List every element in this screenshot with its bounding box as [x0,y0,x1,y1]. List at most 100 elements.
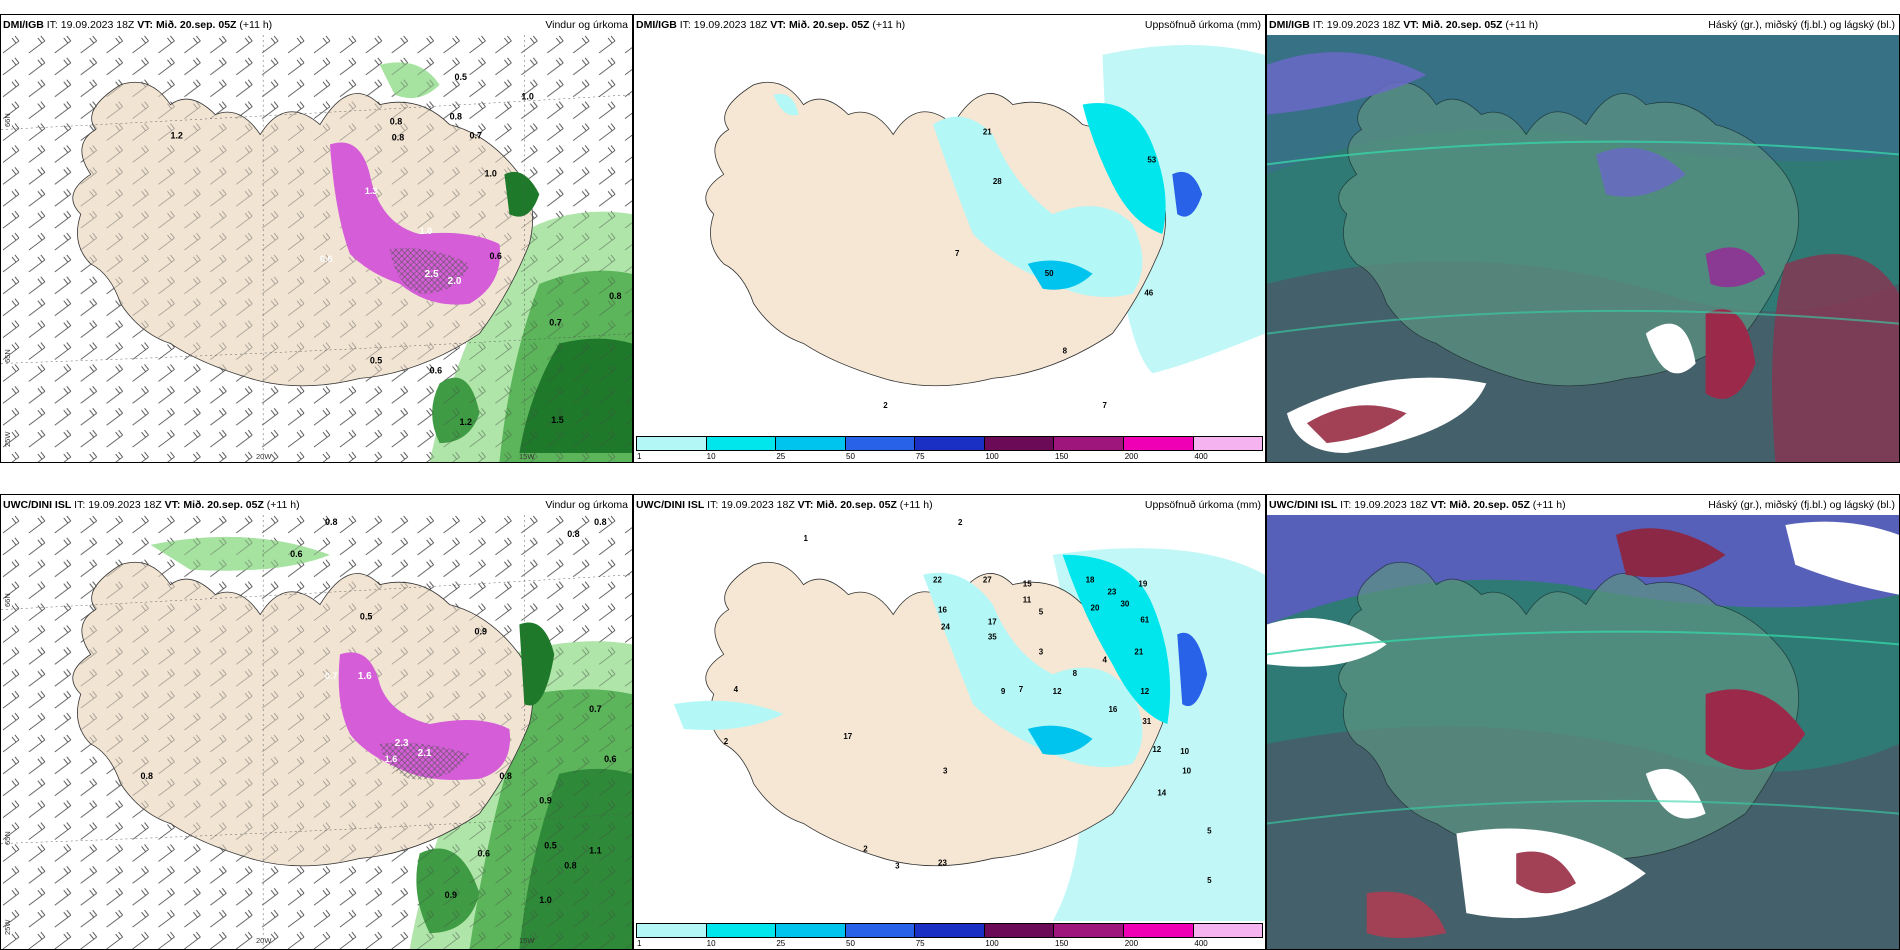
colorbar-tick: 1 [637,939,642,948]
value-label: 0.8 [141,771,153,781]
colorbar-swatches [636,436,1263,451]
model-source: DMI/IGB [1269,19,1310,31]
lat-label: 66N [3,593,12,607]
panel-uwc-wind: UWC/DINI ISL IT: 19.09.2023 18Z VT: Mið.… [0,494,633,950]
colorbar-swatch [776,924,846,937]
value-label: 3 [895,861,900,870]
colorbar-tick: 75 [915,452,925,461]
panel-header: UWC/DINI ISL IT: 19.09.2023 18Z VT: Mið.… [1267,495,1899,515]
value-label: 20 [1091,604,1100,613]
value-label: 3 [943,767,948,776]
colorbar-swatch [984,924,1055,937]
precip-colorbar: 1 10 25 50 75 100 150 200 400 [634,434,1265,462]
colorbar-tick: 1 [637,452,642,461]
value-label: 7 [955,249,960,258]
valid-time: Mið. 20.sep. 05Z [788,19,870,31]
colorbar-tick: 100 [985,452,999,461]
init-time: 19.09.2023 18Z [1326,19,1401,31]
value-label: 1.6 [358,671,372,682]
value-label: 50 [1045,269,1054,278]
valid-time: Mið. 20.sep. 05Z [816,499,897,511]
value-label: 0.5 [455,72,467,82]
value-label: 1.2 [170,131,182,141]
value-label: 21 [983,128,992,137]
value-label: 8 [1063,346,1068,355]
colorbar-tick: 200 [1124,452,1139,461]
model-source: UWC/DINI ISL [636,499,705,511]
colorbar-tick: 10 [706,939,716,948]
value-label: 10 [1182,767,1191,776]
map-area [1267,35,1899,462]
panel-header: DMI/IGB IT: 19.09.2023 18Z VT: Mið. 20.s… [1267,15,1899,35]
it-prefix: IT: [679,19,691,31]
value-label: 27 [983,576,992,585]
value-label: 7 [1019,685,1024,694]
value-label: 35 [988,632,997,641]
colorbar-swatch [637,924,707,937]
value-label: 0.7 [325,671,337,681]
panel-uwc-precip: UWC/DINI ISL IT: 19.09.2023 18Z VT: Mið.… [633,494,1266,950]
it-prefix: IT: [74,499,86,511]
value-label: 0.5 [360,612,372,622]
value-label: 17 [988,617,997,626]
value-label: 18 [1086,576,1095,585]
value-label: 12 [1152,745,1161,754]
value-label: 23 [938,858,947,867]
vt-prefix: VT: [137,19,154,31]
value-label: 2 [883,401,888,410]
lat-label: 65N [3,831,12,845]
colorbar-swatch [1123,437,1194,450]
value-label: 2 [863,844,868,853]
value-label: 0.8 [499,771,511,781]
value-label: 7 [1103,401,1108,410]
value-label: 5 [1039,608,1044,617]
lead-time: (+11 h) [239,19,273,31]
value-label: 12 [1053,687,1062,696]
colorbar-swatch [915,924,985,937]
value-label: 12 [1140,687,1149,696]
lead-time: (+11 h) [1532,499,1566,511]
value-label: 0.7 [549,318,561,328]
colorbar-swatch [1054,437,1124,450]
value-label: 1.2 [460,417,472,427]
colorbar-swatch [984,437,1055,450]
value-label: 4 [734,685,739,694]
value-label: 0.8 [390,117,402,127]
value-label: 1.0 [420,226,432,236]
model-source: DMI/IGB [636,19,677,31]
value-label: 0.5 [370,355,382,365]
lon-label: 20W [256,452,272,461]
value-label: 0.8 [450,112,462,122]
map-area [1267,515,1899,949]
value-label: 30 [1120,600,1129,609]
value-label: 0.7 [589,704,601,714]
value-label: 15 [1023,580,1032,589]
lat-label: 25W [3,431,12,447]
colorbar-swatch [845,924,916,937]
vt-prefix: VT: [770,19,787,31]
value-label: 0.6 [290,549,302,559]
value-label: 2.5 [425,269,439,280]
valid-time: Mið. 20.sep. 05Z [155,19,237,31]
panel-title: Vindur og úrkoma [545,19,628,31]
panel-header: UWC/DINI ISL IT: 19.09.2023 18Z VT: Mið.… [634,495,1265,515]
lon-label: 15W [519,936,535,945]
value-label: 0.6 [604,754,616,764]
model-source: UWC/DINI ISL [1269,499,1338,511]
colorbar-tick: 25 [776,939,786,948]
map-area: 0.5 1.0 0.8 0.8 0.8 0.7 1.0 1.2 1.3 0.6 … [1,35,632,462]
value-label: 4 [1103,655,1108,664]
colorbar-tick: 10 [706,452,716,461]
panel-title: Uppsöfnuð úrkoma (mm) [1144,19,1261,31]
value-label: 1.5 [551,415,563,425]
it-prefix: IT: [1312,19,1324,31]
panel-title: Háský (gr.), miðský (fj.bl.) og lágský (… [1708,19,1895,31]
panel-uwc-cloud: UWC/DINI ISL IT: 19.09.2023 18Z VT: Mið.… [1266,494,1900,950]
value-label: 1.6 [385,754,397,764]
value-label: 16 [938,606,947,615]
value-label: 0.8 [594,517,606,527]
colorbar-tick: 150 [1055,939,1069,948]
model-source: DMI/IGB [3,19,44,31]
colorbar-swatch [1193,924,1263,937]
value-label: 0.8 [609,291,621,301]
